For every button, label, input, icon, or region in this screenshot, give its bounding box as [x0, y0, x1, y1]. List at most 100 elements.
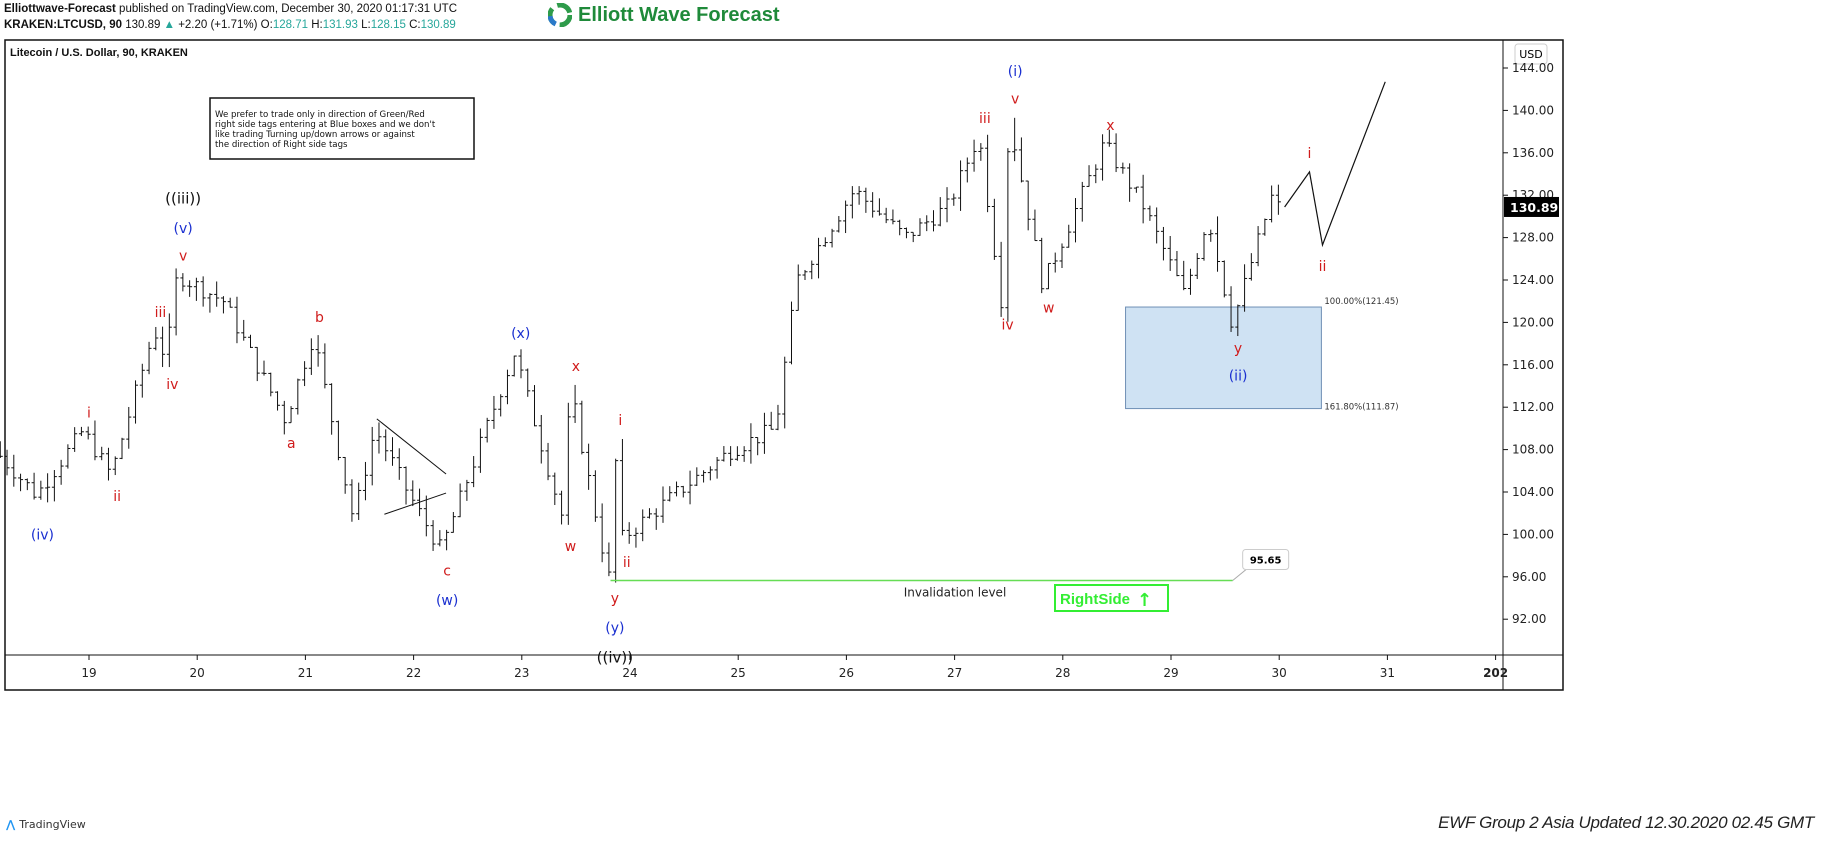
- up-triangle-icon: ▲: [163, 19, 175, 31]
- tradingview-text: TradingView: [19, 818, 86, 831]
- y-tick-label: 140.00: [1512, 103, 1554, 117]
- x-tick-label: 31: [1380, 666, 1395, 680]
- rightside-tag: [1054, 584, 1169, 612]
- note-line: We prefer to trade only in direction of …: [215, 110, 425, 120]
- x-tick-label: 26: [839, 666, 854, 680]
- y-tick-label: 120.00: [1512, 315, 1554, 329]
- wave-label: c: [443, 563, 451, 579]
- last-price-tag: [1504, 196, 1559, 217]
- wave-label: y: [611, 591, 619, 607]
- symbol-info: KRAKEN:LTCUSD, 90 130.89 ▲ +2.20 (+1.71%…: [4, 19, 456, 31]
- publish-info: Elliottwave-Forecast published on Tradin…: [4, 3, 457, 15]
- symbol: KRAKEN:LTCUSD, 90: [4, 19, 122, 31]
- x-tick-label: 30: [1272, 666, 1287, 680]
- x-tick-label: 23: [514, 666, 529, 680]
- chart-title: Litecoin / U.S. Dollar, 90, KRAKEN: [10, 47, 188, 59]
- triangle-line: [384, 492, 447, 515]
- h-label: H:: [311, 19, 323, 31]
- x-tick-label: 28: [1055, 666, 1070, 680]
- wave-label: b: [315, 310, 324, 326]
- update-stamp: EWF Group 2 Asia Updated 12.30.2020 02.4…: [1438, 813, 1814, 832]
- last-price: 130.89: [125, 19, 161, 31]
- x-tick-label: 29: [1163, 666, 1178, 680]
- wave-label: (x): [511, 326, 530, 342]
- y-tick-label: 128.00: [1512, 231, 1554, 245]
- wave-label: (i): [1008, 64, 1023, 80]
- x-tick-label: 202: [1483, 666, 1508, 680]
- wave-label: ((iv)): [597, 648, 633, 666]
- close: 130.89: [420, 19, 456, 31]
- wave-label: iv: [1002, 318, 1014, 334]
- y-tick-label: 116.00: [1512, 358, 1554, 372]
- logo-icon: [548, 3, 572, 27]
- x-tick-label: 19: [81, 666, 96, 680]
- y-tick-label: 92.00: [1512, 612, 1546, 626]
- wave-label: w: [1043, 301, 1054, 317]
- note-line: like trading Turning up/down arrows or a…: [215, 130, 415, 140]
- rightside-label: RightSide: [1060, 591, 1130, 608]
- invalidation-label: Invalidation level: [904, 586, 1007, 600]
- wave-label: ii: [113, 489, 121, 505]
- logo: Elliott Wave Forecast: [548, 3, 780, 27]
- wave-label: a: [287, 436, 296, 452]
- wave-label: y: [1234, 341, 1242, 357]
- currency-badge: [1514, 43, 1548, 65]
- wave-label: iii: [979, 111, 991, 127]
- logo-text: Elliott Wave Forecast: [578, 3, 780, 26]
- wave-label: i: [1308, 146, 1312, 162]
- y-tick-label: 144.00: [1512, 61, 1554, 75]
- wave-label: ii: [623, 555, 631, 571]
- low: 128.15: [370, 19, 406, 31]
- invalidation-value: 95.65: [1250, 556, 1282, 567]
- wave-label: v: [179, 249, 187, 265]
- x-tick-label: 27: [947, 666, 962, 680]
- y-tick-label: 104.00: [1512, 485, 1554, 499]
- x-tick-label: 24: [622, 666, 637, 680]
- tradingview-icon: ⋀: [6, 818, 16, 831]
- wave-label: ((iii)): [165, 189, 201, 207]
- wave-label: ii: [1319, 259, 1327, 275]
- y-tick-label: 100.00: [1512, 527, 1554, 541]
- wave-label: (ii): [1229, 368, 1248, 384]
- wave-label: v: [1011, 92, 1019, 108]
- wave-label: i: [618, 413, 622, 429]
- wave-label: w: [565, 539, 576, 555]
- y-tick-label: 96.00: [1512, 570, 1546, 584]
- y-tick-label: 136.00: [1512, 146, 1554, 160]
- publish-date: published on TradingView.com, December 3…: [119, 3, 458, 15]
- x-tick-label: 20: [190, 666, 205, 680]
- high: 131.93: [322, 19, 358, 31]
- x-tick-label: 22: [406, 666, 421, 680]
- wave-label: (y): [605, 621, 624, 637]
- wave-label: iii: [155, 305, 167, 321]
- y-tick-label: 112.00: [1512, 400, 1554, 414]
- y-tick-label: 108.00: [1512, 443, 1554, 457]
- projection-path: [1284, 81, 1386, 248]
- tradingview-brand: ⋀ TradingView: [6, 818, 86, 831]
- note-line: the direction of Right side tags: [215, 140, 348, 150]
- x-tick-label: 25: [731, 666, 746, 680]
- up-arrow-icon: ↑: [1137, 590, 1152, 611]
- chart-frame: [4, 39, 1564, 691]
- currency-label: USD: [1519, 48, 1543, 61]
- change: +2.20 (+1.71%): [178, 19, 258, 31]
- blue-box: [1125, 306, 1322, 410]
- fib-100-label: 100.00%(121.45): [1324, 297, 1398, 307]
- c-label: C:: [409, 19, 421, 31]
- wave-label: i: [87, 406, 91, 422]
- triangle-line: [376, 418, 447, 475]
- note-box: [209, 97, 475, 160]
- publisher: Elliottwave-Forecast: [4, 3, 116, 15]
- wave-label: x: [572, 359, 580, 375]
- l-label: L:: [361, 19, 371, 31]
- fib-161-label: 161.80%(111.87): [1324, 403, 1398, 413]
- callout-box: [1242, 549, 1290, 571]
- wave-label: (w): [436, 593, 458, 609]
- y-tick-label: 124.00: [1512, 273, 1554, 287]
- x-tick-label: 21: [298, 666, 313, 680]
- open: 128.71: [272, 19, 308, 31]
- o-label: O:: [260, 19, 273, 31]
- last-price-label: 130.89: [1510, 200, 1558, 215]
- wave-label: iv: [166, 377, 178, 393]
